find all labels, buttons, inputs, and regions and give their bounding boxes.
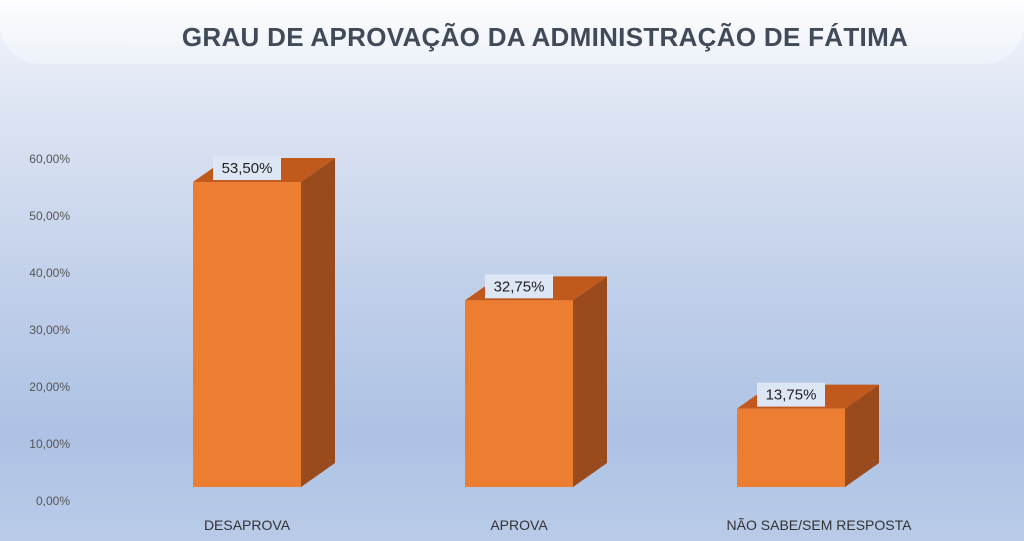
y-tick-label: 40,00% <box>29 266 70 280</box>
bar-side-1 <box>301 158 335 488</box>
y-tick-label: 60,00% <box>29 152 70 166</box>
bar-1 <box>193 182 301 488</box>
data-label-box-3 <box>757 382 825 407</box>
y-tick-label: 50,00% <box>29 209 70 223</box>
data-label-2: 32,75% <box>494 278 545 295</box>
bar-side-3 <box>845 384 879 487</box>
data-label-box-1 <box>213 156 281 181</box>
chart-title: GRAU DE APROVAÇÃO DA ADMINISTRAÇÃO DE FÁ… <box>181 22 909 52</box>
category-label-3: NÃO SABE/SEM RESPOSTA <box>727 517 913 533</box>
data-label-3: 13,75% <box>766 387 817 404</box>
y-tick-label: 10,00% <box>29 437 70 451</box>
bar-2 <box>465 300 573 487</box>
category-label-2: APROVA <box>490 517 548 533</box>
category-label-1: DESAPROVA <box>204 517 291 533</box>
bar-side-2 <box>573 276 607 487</box>
y-tick-label: 20,00% <box>29 380 70 394</box>
bar-3 <box>737 408 845 487</box>
data-label-1: 53,50% <box>222 160 273 177</box>
y-tick-label: 30,00% <box>29 323 70 337</box>
data-label-box-2 <box>485 274 553 299</box>
y-tick-label: 0,00% <box>36 494 70 508</box>
title-bar <box>0 0 1024 64</box>
